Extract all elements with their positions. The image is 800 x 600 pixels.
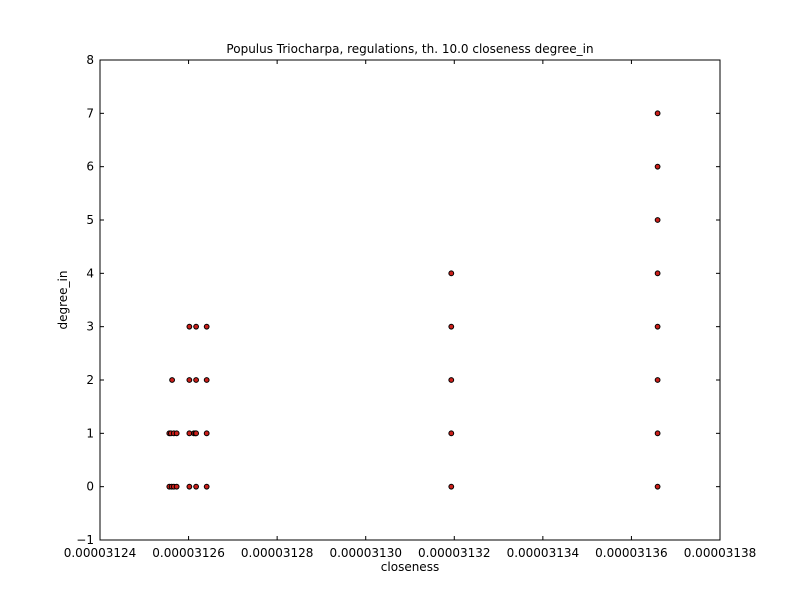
data-point bbox=[448, 483, 455, 490]
y-axis-label: degree_in bbox=[56, 271, 70, 330]
data-point bbox=[203, 430, 210, 437]
y-tick-label: 3 bbox=[86, 320, 94, 334]
x-tick-label: 0.00003136 bbox=[595, 546, 668, 560]
data-point bbox=[193, 430, 200, 437]
data-point bbox=[193, 377, 200, 383]
y-tick-label: 6 bbox=[86, 160, 94, 174]
data-point bbox=[654, 377, 661, 383]
data-point bbox=[448, 323, 455, 330]
x-axis-label: closeness bbox=[381, 560, 439, 574]
x-tick-label: 0.00003134 bbox=[507, 546, 580, 560]
y-tick-label: 5 bbox=[86, 213, 94, 227]
data-point bbox=[654, 430, 661, 437]
data-point bbox=[448, 377, 455, 383]
y-tick-label: 8 bbox=[86, 53, 94, 67]
y-tick-label: 7 bbox=[86, 106, 94, 120]
x-tick-label: 0.00003126 bbox=[152, 546, 225, 560]
data-points bbox=[166, 110, 661, 490]
y-tick-label: 1 bbox=[86, 426, 94, 440]
data-point bbox=[203, 377, 210, 383]
data-point bbox=[173, 430, 180, 437]
data-point bbox=[186, 483, 193, 490]
data-point bbox=[448, 430, 455, 437]
data-point bbox=[654, 270, 661, 277]
data-point bbox=[173, 483, 180, 490]
plot-frame bbox=[99, 59, 721, 541]
data-point bbox=[169, 377, 175, 383]
y-tick-label: −1 bbox=[76, 533, 94, 547]
y-tick-label: 2 bbox=[86, 373, 94, 387]
y-tick-label: 4 bbox=[86, 266, 94, 280]
data-point bbox=[186, 377, 193, 383]
data-point bbox=[654, 217, 661, 223]
data-point bbox=[448, 270, 455, 277]
x-tick-label: 0.00003128 bbox=[241, 546, 314, 560]
y-tick-label: 0 bbox=[86, 480, 94, 494]
data-point bbox=[654, 110, 661, 117]
data-point bbox=[193, 323, 200, 330]
data-point bbox=[193, 483, 200, 490]
y-axis: −1 0 1 2 3 4 5 6 7 8 bbox=[76, 53, 720, 547]
data-point bbox=[186, 323, 193, 330]
plot-area bbox=[99, 59, 721, 541]
x-tick-label: 0.00003124 bbox=[64, 546, 137, 560]
data-point bbox=[203, 483, 210, 490]
x-axis: 0.00003124 0.00003126 0.00003128 0.00003130… bbox=[64, 60, 757, 560]
x-tick-label: 0.00003138 bbox=[684, 546, 757, 560]
data-point bbox=[654, 163, 661, 170]
chart-title: Populus Triocharpa, regulations, th. 10.… bbox=[226, 42, 593, 56]
data-point bbox=[203, 323, 210, 330]
data-point bbox=[654, 483, 661, 490]
x-tick-label: 0.00003130 bbox=[329, 546, 402, 560]
x-tick-label: 0.00003132 bbox=[418, 546, 491, 560]
data-point bbox=[654, 323, 661, 330]
